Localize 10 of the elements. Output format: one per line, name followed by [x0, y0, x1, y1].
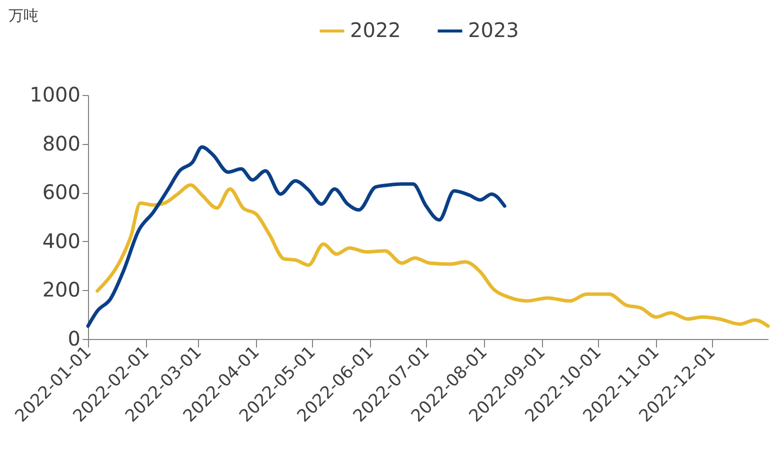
legend-label: 2023	[468, 18, 519, 42]
line-series	[86, 145, 506, 328]
legend-label: 2022	[350, 18, 401, 42]
line-series	[96, 183, 770, 328]
y-tick-label: 400	[42, 228, 80, 253]
y-tick-label: 600	[42, 180, 80, 204]
y-tick-label: 200	[42, 278, 80, 302]
y-axis-title: 万吨	[8, 6, 38, 24]
y-tick-label: 800	[42, 131, 80, 156]
y-tick-label: 1000	[30, 82, 80, 106]
